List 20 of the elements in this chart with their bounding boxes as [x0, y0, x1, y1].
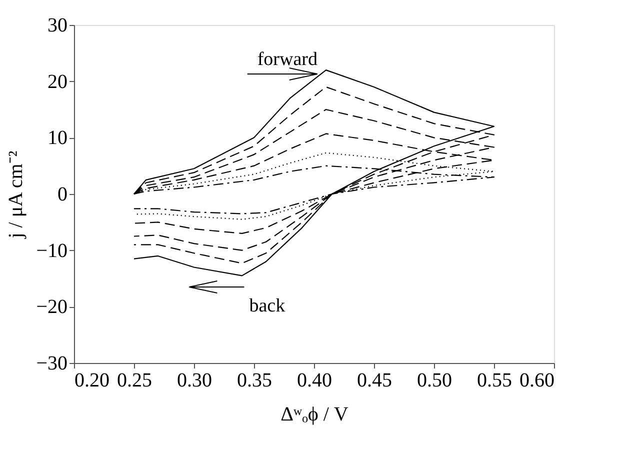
y-tick-label: −20	[36, 296, 68, 318]
y-tick-label: −10	[36, 240, 68, 262]
x-tick-label: 0.20	[74, 370, 110, 392]
annotation: forward	[257, 48, 318, 70]
y-tick-label: 10	[48, 127, 68, 150]
y-tick-label: 20	[48, 70, 68, 93]
y-tick-label: −30	[36, 352, 68, 374]
x-tick-label: 0.60	[520, 370, 554, 392]
x-tick-label: 0.30	[177, 370, 212, 392]
x-tick-label: 0.25	[117, 370, 152, 392]
y-axis-title: j / μA cm⁻²	[5, 150, 28, 240]
x-tick-label: 0.55	[477, 370, 512, 392]
x-tick-label: 0.35	[237, 370, 272, 392]
y-tick-label: 0	[58, 184, 68, 206]
x-axis-title: Δʷₒϕ / V	[280, 404, 349, 426]
annotation: back	[249, 296, 286, 317]
y-tick-label: 30	[48, 14, 68, 36]
x-tick-label: 0.40	[297, 370, 332, 392]
x-tick-label: 0.50	[417, 370, 452, 392]
x-tick-label: 0.45	[357, 370, 392, 392]
